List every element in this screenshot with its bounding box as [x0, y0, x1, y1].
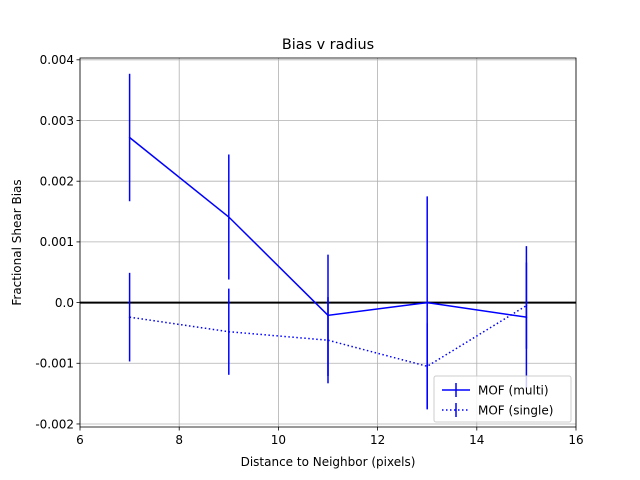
- data-point: [426, 365, 429, 368]
- y-tick-label: 0.0: [55, 296, 74, 310]
- chart-title: Bias v radius: [282, 37, 374, 53]
- series-line: [129, 304, 527, 368]
- x-tick-label: 12: [370, 433, 385, 447]
- y-tick-label: 0.004: [40, 53, 74, 67]
- data-point: [525, 304, 528, 307]
- legend-entry-2: MOF (single): [442, 403, 553, 417]
- data-point: [228, 216, 230, 218]
- y-axis-title: Fractional Shear Bias: [10, 179, 24, 305]
- legend: MOF (multi) MOF (single): [433, 375, 572, 423]
- y-tick-label: 0.001: [40, 235, 74, 249]
- data-point: [128, 316, 131, 318]
- x-tick-label: 6: [76, 433, 84, 447]
- x-tick-label: 16: [568, 433, 583, 447]
- legend-label: MOF (multi): [478, 383, 549, 397]
- tick-marks: [76, 59, 577, 431]
- data-point: [426, 301, 429, 304]
- legend-box: [433, 375, 572, 423]
- data-point: [128, 136, 131, 139]
- y-tick-label: -0.001: [35, 357, 74, 371]
- tick-labels: 6 8 10 12 14 16 -0.002 -0.001 0.0 0.001 0.002 0.003…: [35, 53, 583, 447]
- legend-entry-1: MOF (multi): [442, 383, 549, 397]
- legend-label: MOF (single): [478, 403, 553, 417]
- x-tick-label: 10: [271, 433, 286, 447]
- data-point: [228, 330, 230, 333]
- y-tick-label: 0.003: [40, 114, 74, 128]
- plot-area-frame: [79, 57, 577, 428]
- series-group: [128, 73, 528, 410]
- data-point: [327, 339, 329, 342]
- x-tick-label: 14: [469, 433, 484, 447]
- series-2: [128, 262, 528, 410]
- x-axis-title: Distance to Neighbor (pixels): [241, 455, 416, 469]
- y-tick-label: 0.002: [40, 175, 74, 189]
- x-tick-label: 8: [175, 433, 183, 447]
- legend-entries: MOF (multi) MOF (single): [442, 383, 553, 417]
- y-tick-label: -0.002: [35, 417, 74, 431]
